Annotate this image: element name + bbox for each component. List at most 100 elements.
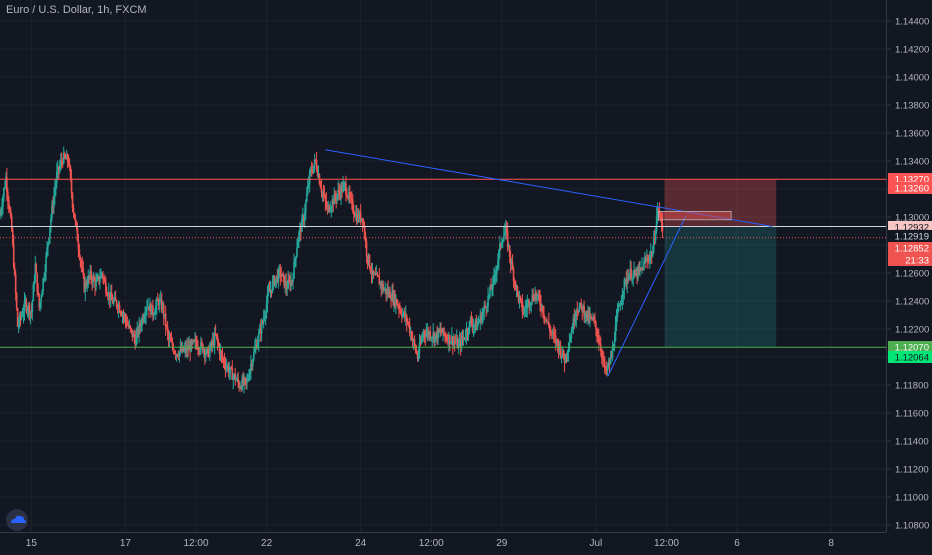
candle-body (579, 302, 582, 307)
stop-loss-zone[interactable] (664, 179, 777, 227)
candle-body (553, 334, 556, 336)
candle-body (390, 298, 392, 301)
candle-body (247, 379, 249, 381)
candle-body (481, 315, 484, 323)
candle-body (153, 314, 155, 316)
candle-body (618, 305, 621, 307)
candle-body (273, 277, 276, 285)
candle-body (10, 216, 13, 231)
candle-body (591, 317, 593, 320)
candle-body (92, 277, 94, 283)
candle-body (484, 306, 486, 308)
candle-body (323, 194, 326, 196)
candle-body (437, 329, 439, 339)
descending-trendline[interactable] (325, 149, 773, 228)
candle-body (639, 267, 641, 270)
candle-body (434, 335, 436, 341)
x-tick-label: 8 (828, 538, 834, 549)
price-label-bg (888, 242, 932, 254)
candle-body (544, 316, 546, 320)
candle-body (42, 278, 44, 292)
candle-body (147, 306, 149, 308)
candle-body (454, 342, 457, 344)
candle-body (300, 227, 302, 232)
candle-body (466, 329, 469, 333)
candle-body (475, 320, 478, 331)
candle-body (598, 338, 600, 343)
candle-body (307, 183, 310, 186)
candle-body (136, 328, 139, 335)
y-tick-label: 1.14200 (895, 45, 929, 56)
candle-body (336, 194, 338, 200)
candle-body (253, 351, 255, 360)
candle-body (345, 183, 347, 195)
candle-body (155, 305, 157, 314)
candle-body (255, 345, 258, 349)
candle-body (169, 338, 172, 342)
candle-body (645, 260, 647, 262)
candle-body (171, 341, 174, 347)
candle-body (476, 323, 479, 331)
candle-body (251, 363, 253, 367)
candle-body (364, 237, 367, 242)
candle-body (140, 325, 142, 327)
candle-body (226, 366, 229, 368)
candle-body (69, 166, 72, 179)
candle-body (452, 341, 455, 346)
candle-body (442, 328, 444, 334)
candle-body (77, 241, 80, 250)
candle-body (296, 247, 298, 257)
candle-body (73, 212, 76, 219)
candle-body (387, 289, 389, 295)
candle-body (237, 378, 239, 383)
ascending-trendline[interactable] (607, 215, 687, 377)
price-label-bg (888, 254, 932, 266)
y-tick-label: 1.11600 (895, 409, 929, 420)
candle-body (302, 216, 304, 219)
take-profit-zone[interactable] (664, 226, 777, 348)
candle-body (601, 357, 604, 359)
candle-body (113, 297, 116, 301)
candle-body (62, 153, 65, 164)
candle-body (58, 166, 60, 171)
candle-body (234, 373, 237, 381)
candle-body (363, 225, 366, 238)
position-label-box[interactable] (658, 210, 732, 221)
candle-body (491, 288, 493, 290)
candle-body (244, 377, 246, 379)
candle-body (575, 310, 578, 318)
candle-body (584, 316, 586, 318)
candle-body (482, 311, 484, 316)
candle-body (493, 275, 495, 279)
candle-body (31, 300, 34, 313)
chart-title: Euro / U.S. Dollar, 1h, FXCM (6, 4, 147, 16)
candle-body (322, 192, 325, 195)
candle-body (167, 332, 170, 340)
candle-body (577, 311, 580, 313)
candle-body (542, 306, 544, 315)
candle-body (343, 183, 345, 185)
candle-body (214, 333, 217, 335)
tradingview-cloud-icon[interactable] (6, 509, 28, 531)
candle-body (469, 319, 472, 322)
candle-body (389, 291, 391, 299)
candle-body (521, 301, 524, 312)
candle-body (630, 268, 632, 280)
candle-body (40, 297, 42, 302)
candle-body (304, 201, 307, 213)
candle-body (405, 315, 408, 322)
candle-body (107, 292, 110, 297)
candle-body (230, 367, 233, 369)
candle-body (15, 293, 18, 309)
candle-body (446, 338, 448, 340)
candle-body (11, 230, 14, 244)
candle-body (198, 348, 200, 351)
candle-body (2, 196, 4, 207)
candle-body (312, 165, 315, 173)
candle-body (640, 267, 642, 269)
candle-body (142, 317, 144, 321)
candle-body (87, 276, 90, 286)
candle-body (547, 321, 549, 323)
